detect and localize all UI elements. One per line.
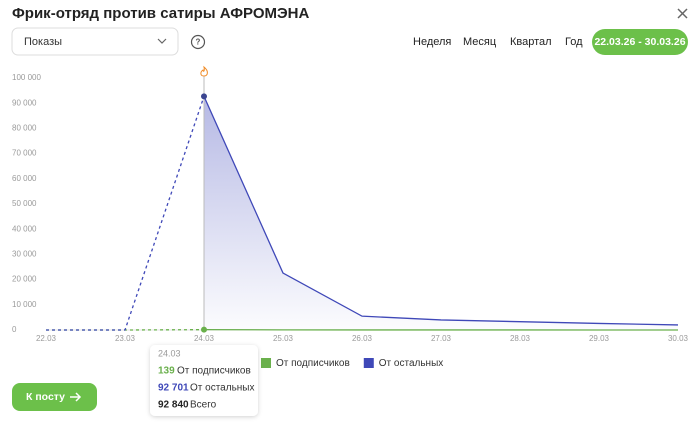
legend-swatch [261,358,271,368]
x-tick-label: 30.03 [668,334,689,343]
y-tick-label: 50 000 [12,199,37,208]
x-tick-label: 24.03 [194,334,215,343]
x-tick-label: 23.03 [115,334,136,343]
x-tick-label: 25.03 [273,334,294,343]
point-marker [201,326,207,333]
y-tick-label: 10 000 [12,300,37,309]
legend-swatch [363,358,374,368]
tooltip: 24.03 139 От подписчиков 92 701 От остал… [150,345,258,416]
plot: 0 10 000 20 000 30 000 40 000 50 000 60 000 70 … [12,65,689,343]
period-tab[interactable]: Квартал [510,36,552,48]
y-tick-label: 0 [12,325,17,334]
legend-item[interactable]: От остальных [363,358,443,369]
help-mark: ? [196,38,201,47]
period-tab[interactable]: Месяц [463,36,497,48]
tooltip-label: От подписчиков [177,366,251,377]
legend-label: От подписчиков [276,358,350,369]
title: Фрик-отряд против сатиры АФРОМЭНА [12,5,310,22]
tooltip-label: От остальных [190,383,254,394]
range-text: 22.03.26 - 30.03.26 [594,36,685,48]
line-dashed [46,96,205,331]
y-tick-label: 60 000 [12,174,37,183]
line [203,96,679,326]
y-tick-label: 20 000 [12,275,37,284]
to-post-button[interactable]: К посту [12,383,97,411]
y-tick-label: 90 000 [12,98,37,107]
y-tick-label: 30 000 [12,250,37,259]
legend-item[interactable]: От подписчиков [261,358,350,369]
period-tab[interactable]: Год [565,36,583,48]
button-label: К посту [26,391,65,403]
y-tick-label: 40 000 [12,224,37,233]
close-button[interactable] [677,8,688,19]
help-icon[interactable]: ? [190,34,206,50]
tooltip-value: 92 701 [158,383,189,394]
range-pill[interactable]: 22.03.26 - 30.03.26 [592,29,688,55]
x-tick-label: 27.03 [431,334,452,343]
x-tick-label: 29.03 [589,334,610,343]
tooltip-date: 24.03 [158,348,181,358]
area [204,96,678,330]
peak-icon [200,65,208,77]
y-tick-label: 70 000 [12,149,37,158]
y-tick-label: 80 000 [12,124,37,133]
y-tick-label: 100 000 [12,73,41,82]
tooltip-value: 92 840 [158,400,189,411]
period-tab[interactable]: Неделя [413,36,451,48]
dropdown-value: Показы [24,36,62,48]
legend-label: От остальных [379,358,443,369]
tooltip-label: Всего [190,400,217,411]
x-tick-label: 22.03 [36,334,57,343]
metric-dropdown[interactable]: Показы [11,27,179,56]
x-tick-label: 28.03 [510,334,531,343]
point-marker [201,93,207,100]
tooltip-value: 139 [158,366,175,377]
x-tick-label: 26.03 [352,334,373,343]
